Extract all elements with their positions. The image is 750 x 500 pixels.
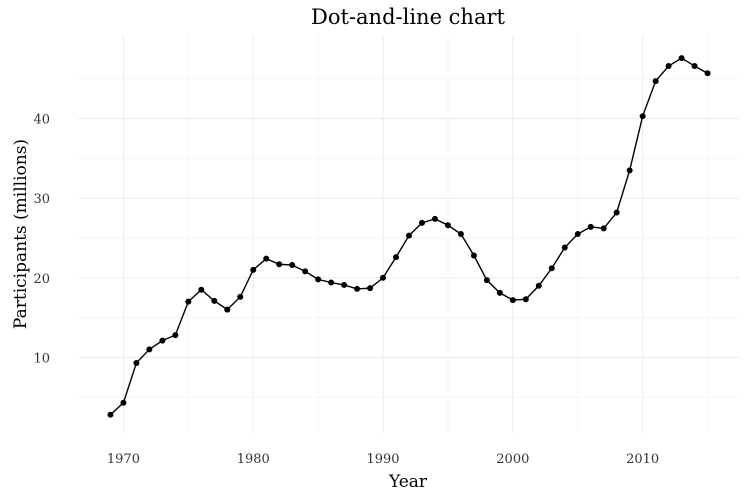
data-point [289,262,296,269]
grid [78,35,740,433]
x-axis-title: Year [388,472,428,492]
data-point [172,332,179,339]
data-point [250,266,257,273]
series-points [107,55,711,418]
x-tick-label: 1990 [366,452,399,467]
data-point [224,306,231,313]
data-point [418,219,425,226]
chart-title: Dot-and-line chart [311,5,506,29]
y-tick-label: 20 [33,272,50,287]
data-point [522,296,529,303]
data-point [263,255,270,262]
data-point [444,222,451,229]
data-point [600,225,607,232]
data-point [574,231,581,237]
data-point [146,346,153,353]
y-tick-label: 40 [33,113,50,128]
data-point [548,265,555,272]
data-point [185,298,192,305]
data-point [276,261,283,268]
data-point [431,215,438,222]
y-tick-label: 10 [33,351,50,366]
data-series [107,55,711,418]
data-point [652,78,659,85]
data-point [561,244,568,251]
data-point [198,286,205,293]
data-point [315,276,322,283]
data-point [380,274,387,281]
data-point [483,277,490,284]
data-point [211,297,218,304]
data-point [665,63,672,70]
data-point [341,281,348,288]
x-tick-label: 2000 [496,452,529,467]
data-point [159,337,166,344]
data-point [120,399,127,406]
data-point [626,167,633,174]
data-point [107,411,114,418]
data-point [302,268,309,275]
y-axis-title: Participants (millions) [11,139,31,329]
data-point [535,282,542,289]
y-tick-label: 30 [33,192,50,207]
data-point [133,359,140,366]
x-tick-label: 2010 [626,452,659,467]
data-point [406,232,412,239]
data-point [496,289,503,296]
data-point [354,285,361,292]
data-point [457,231,464,237]
data-point [691,63,698,70]
x-tick-label: 1970 [107,452,140,467]
data-point [367,285,374,292]
data-point [613,209,620,216]
data-point [237,293,244,300]
x-tick-label: 1980 [237,452,270,467]
data-point [704,70,711,77]
data-point [393,254,400,261]
data-point [470,252,477,259]
data-point [639,113,646,120]
data-point [328,279,335,286]
data-point [509,297,516,304]
data-point [587,223,594,230]
data-point [678,55,685,62]
